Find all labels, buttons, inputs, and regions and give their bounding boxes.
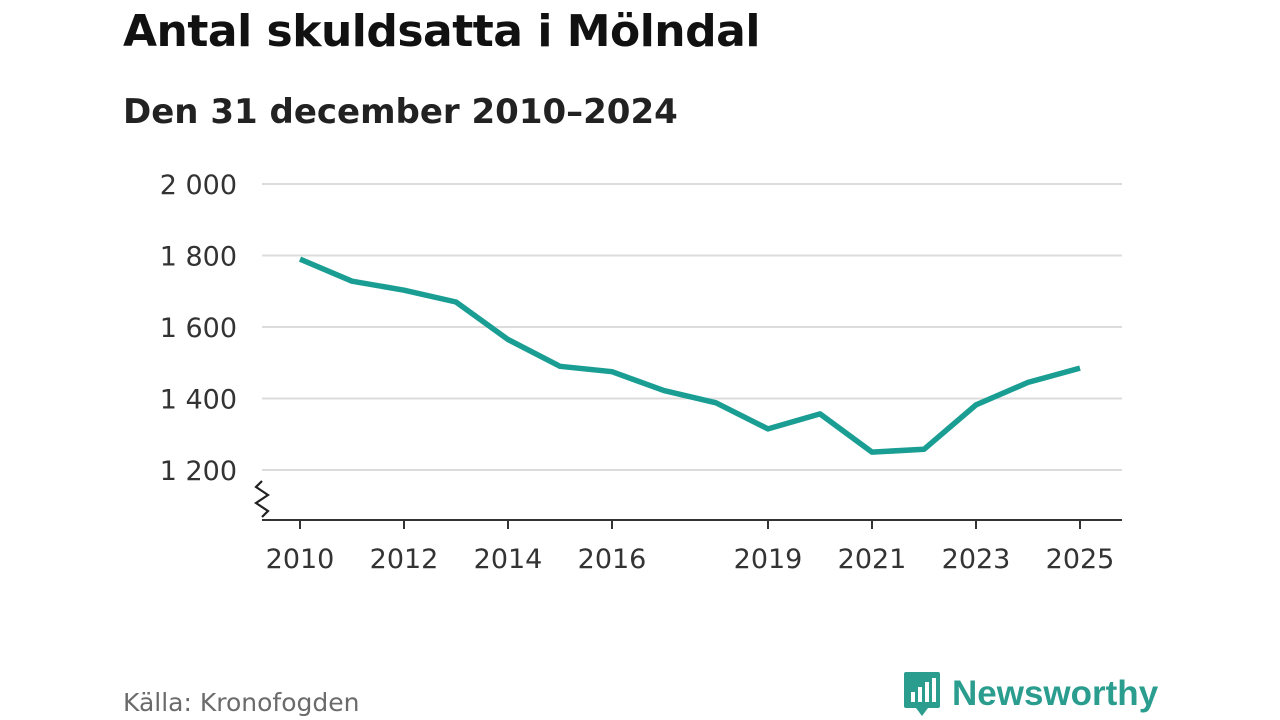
x-tick-label: 2021 (838, 544, 907, 575)
newsworthy-logo-icon (904, 672, 940, 716)
chart-title: Antal skuldsatta i Mölndal (123, 6, 760, 57)
series-layer (298, 256, 1081, 455)
source-note: Källa: Kronofogden (123, 688, 360, 717)
y-tick-label: 1 800 (160, 242, 237, 273)
gridlines (262, 183, 1122, 471)
x-axis-ticks: 2010 2012 2014 2016 2019 2021 2023 2025 (266, 520, 1115, 575)
x-tick-label: 2023 (942, 544, 1011, 575)
x-tick-label: 2016 (578, 544, 647, 575)
brand-name: Newsworthy (952, 674, 1159, 713)
series-line (298, 256, 1081, 455)
x-tick-label: 2025 (1046, 544, 1115, 575)
brand-logo: Newsworthy (902, 670, 1158, 718)
x-tick-label: 2019 (734, 544, 803, 575)
y-axis-ticks: 1 200 1 400 1 600 1 800 2 000 (160, 170, 237, 487)
x-tick-label: 2010 (266, 544, 335, 575)
axis-break-icon (254, 480, 270, 518)
y-tick-label: 2 000 (160, 170, 237, 201)
x-tick-label: 2014 (474, 544, 543, 575)
y-tick-label: 1 600 (160, 313, 237, 344)
y-tick-label: 1 400 (160, 385, 237, 416)
x-tick-label: 2012 (370, 544, 439, 575)
chart-subtitle: Den 31 december 2010–2024 (123, 92, 678, 132)
y-tick-label: 1 200 (160, 456, 237, 487)
